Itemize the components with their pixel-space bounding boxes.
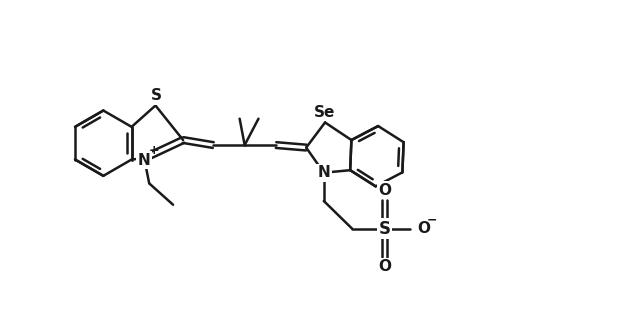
Text: S: S [379,219,390,238]
Text: S: S [150,88,162,103]
Text: +: + [149,144,159,157]
Text: N: N [138,153,150,168]
Text: O: O [378,183,391,198]
Text: O: O [378,259,391,274]
Text: N: N [317,165,330,180]
Text: O: O [417,221,430,236]
Text: Se: Se [314,105,336,120]
Text: −: − [427,214,438,227]
